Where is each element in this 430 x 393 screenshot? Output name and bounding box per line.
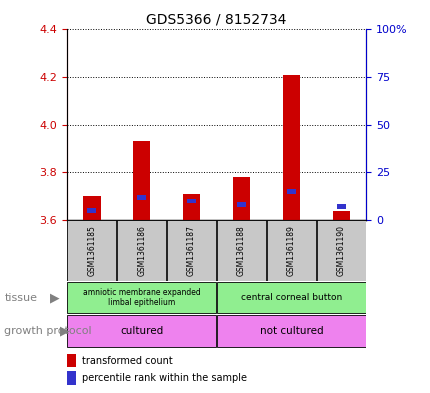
Text: percentile rank within the sample: percentile rank within the sample xyxy=(82,373,246,383)
Bar xyxy=(286,189,295,194)
Bar xyxy=(117,220,166,281)
Text: tissue: tissue xyxy=(4,292,37,303)
Title: GDS5366 / 8152734: GDS5366 / 8152734 xyxy=(146,13,286,27)
Text: ▶: ▶ xyxy=(59,324,69,338)
Bar xyxy=(266,220,316,281)
Bar xyxy=(336,204,345,209)
Bar xyxy=(67,316,216,347)
Text: not cultured: not cultured xyxy=(259,326,322,336)
Text: cultured: cultured xyxy=(120,326,163,336)
Bar xyxy=(83,196,100,220)
Bar xyxy=(232,177,250,220)
Text: GSM1361186: GSM1361186 xyxy=(137,225,146,276)
Bar xyxy=(216,316,365,347)
Bar xyxy=(67,220,116,281)
Text: GSM1361188: GSM1361188 xyxy=(237,225,246,276)
Text: GSM1361187: GSM1361187 xyxy=(187,225,196,276)
Bar xyxy=(216,282,365,313)
Text: GSM1361190: GSM1361190 xyxy=(336,225,345,276)
Text: central corneal button: central corneal button xyxy=(240,293,341,302)
Bar xyxy=(166,220,216,281)
Bar xyxy=(132,141,150,220)
Bar xyxy=(87,208,96,213)
Bar xyxy=(237,202,246,207)
Bar xyxy=(137,195,146,200)
Text: ▶: ▶ xyxy=(49,291,59,304)
Bar xyxy=(67,371,76,385)
Bar xyxy=(187,198,196,204)
Bar xyxy=(332,211,349,220)
Text: amniotic membrane expanded
limbal epithelium: amniotic membrane expanded limbal epithe… xyxy=(83,288,200,307)
Bar xyxy=(282,75,300,220)
Bar xyxy=(182,194,200,220)
Text: GSM1361185: GSM1361185 xyxy=(87,225,96,276)
Bar xyxy=(316,220,365,281)
Text: GSM1361189: GSM1361189 xyxy=(286,225,295,276)
Bar xyxy=(216,220,266,281)
Bar xyxy=(67,354,76,367)
Text: growth protocol: growth protocol xyxy=(4,326,92,336)
Bar xyxy=(67,282,216,313)
Text: transformed count: transformed count xyxy=(82,356,172,366)
